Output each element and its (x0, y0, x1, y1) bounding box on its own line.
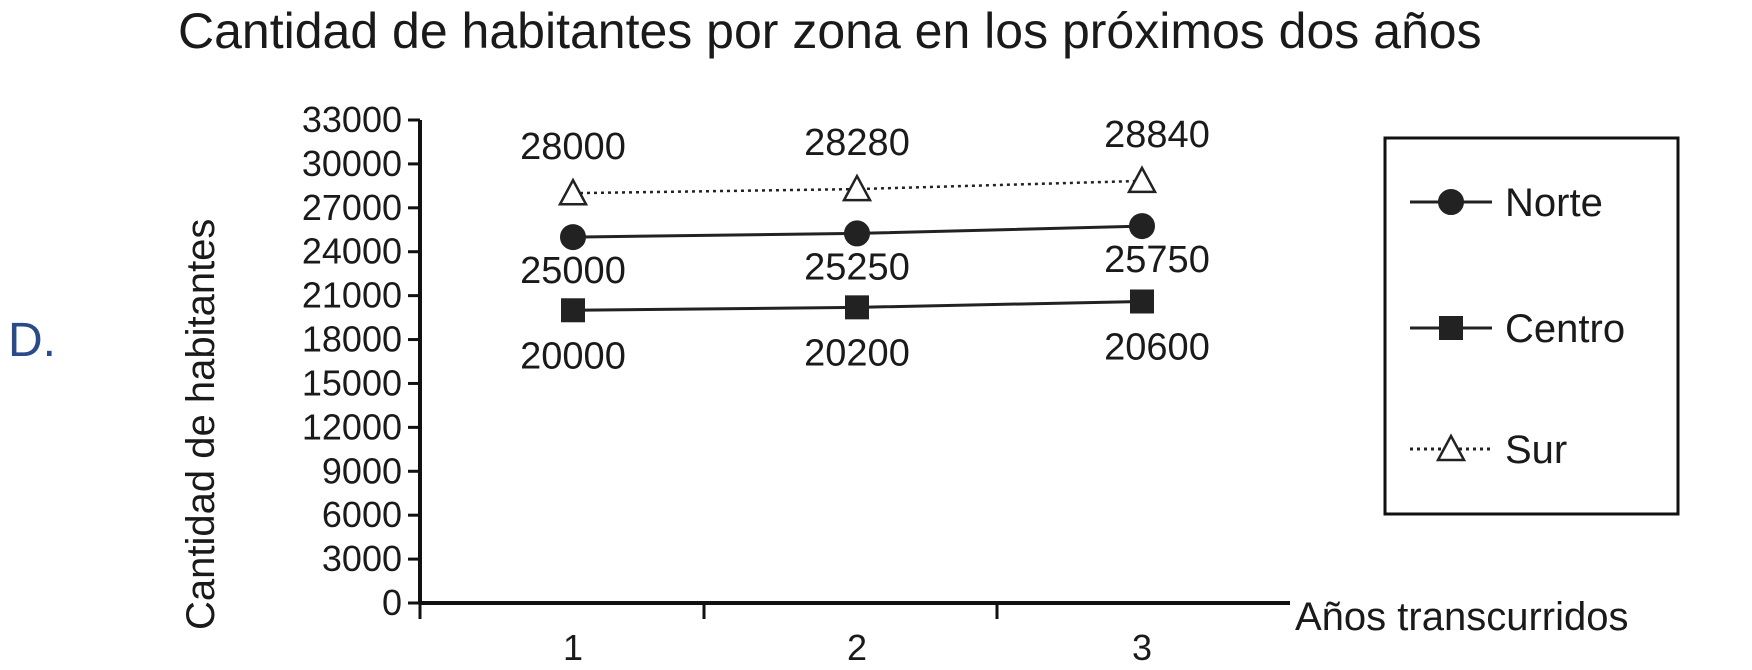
y-tick-label: 3000 (322, 538, 402, 579)
x-tick-label: 3 (1132, 627, 1152, 665)
chart-title: Cantidad de habitantes por zona en los p… (178, 3, 1482, 59)
legend-item-norte: Norte (1410, 181, 1603, 225)
x-tick-label: 2 (847, 627, 867, 665)
data-point (1126, 165, 1158, 194)
y-tick-label: 12000 (302, 406, 402, 447)
y-tick-label: 24000 (302, 231, 402, 272)
legend-marker (1438, 189, 1464, 215)
series-centro: 20000 20200 20600 (520, 289, 1210, 377)
y-tick-label: 33000 (302, 99, 402, 140)
data-label: 28280 (804, 122, 910, 164)
y-tick-label: 30000 (302, 143, 402, 184)
data-point (1130, 289, 1154, 314)
y-tick-label: 6000 (322, 494, 402, 535)
legend-marker (1439, 316, 1463, 340)
legend-item-centro: Centro (1410, 307, 1625, 351)
data-label: 28840 (1104, 114, 1210, 156)
data-label: 25250 (804, 246, 910, 288)
data-point (1129, 213, 1155, 240)
data-label: 25000 (520, 250, 626, 292)
data-point (561, 298, 585, 323)
legend-label: Centro (1505, 307, 1625, 351)
data-point (557, 177, 589, 206)
y-tick-label: 0 (382, 582, 402, 623)
option-label: D. (8, 314, 56, 367)
legend-label: Norte (1505, 181, 1603, 225)
data-label: 28000 (520, 126, 626, 168)
legend: Norte Centro Sur (1383, 136, 1680, 516)
y-tick-label: 18000 (302, 319, 402, 360)
series-sur: 28000 28280 28840 (520, 114, 1210, 206)
data-label: 25750 (1104, 239, 1210, 281)
y-tick-label: 9000 (322, 450, 402, 491)
x-axis-title: Años transcurridos (1295, 595, 1628, 639)
legend-label: Sur (1505, 428, 1567, 472)
y-tick-label: 15000 (302, 362, 402, 403)
axes: 0300060009000120001500018000210002400027… (302, 99, 1290, 668)
data-label: 20200 (804, 332, 910, 374)
data-label: 20000 (520, 335, 626, 377)
legend-marker (1435, 433, 1467, 462)
y-tick-label: 21000 (302, 275, 402, 316)
legend-item-sur: Sur (1410, 428, 1567, 472)
data-point (560, 224, 586, 251)
y-axis-title: Cantidad de habitantes (179, 219, 223, 630)
data-label: 20600 (1104, 326, 1210, 368)
data-point (841, 173, 873, 202)
series-norte: 25000 25250 25750 (520, 213, 1210, 292)
series-layer: 25000 25250 25750 20000 20200 20600 28000 28280… (520, 114, 1210, 377)
data-point (845, 295, 869, 320)
x-tick-label: 1 (563, 627, 583, 665)
y-tick-label: 27000 (302, 187, 402, 228)
data-point (844, 220, 870, 247)
